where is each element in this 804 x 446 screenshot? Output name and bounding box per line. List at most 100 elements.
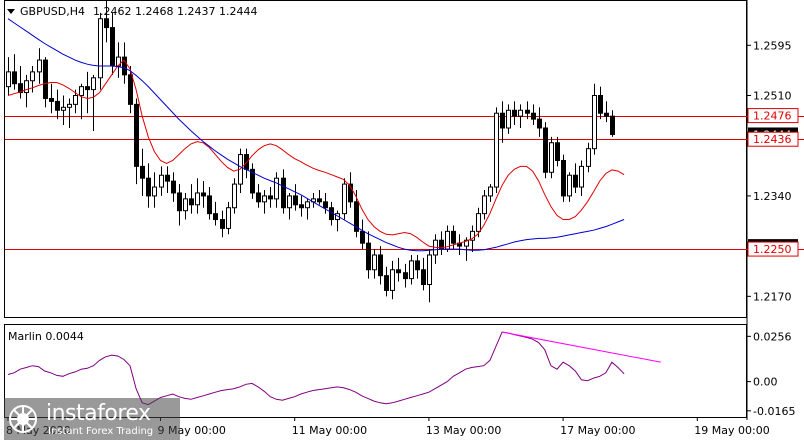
candle [592, 83, 597, 155]
instaforex-logo: instaforex Instant Forex Trading [4, 398, 180, 440]
candle [342, 178, 347, 220]
candle [543, 122, 548, 179]
time-axis-label: 17 May 00:00 [560, 424, 635, 437]
candle [122, 42, 127, 84]
candle [49, 83, 54, 114]
price-tag-label: 1.2476 [753, 110, 792, 123]
price-tick-label: 1.2595 [753, 39, 792, 52]
price-tick-label: 1.2170 [753, 290, 792, 303]
candle [299, 195, 304, 217]
candle [61, 95, 66, 126]
candle [500, 101, 505, 143]
candle [360, 219, 365, 250]
indicator-tick-label: -0.0165 [753, 405, 795, 418]
candle [415, 254, 420, 279]
candle [323, 192, 328, 214]
price-tag-label: 1.2250 [753, 243, 792, 256]
candle [6, 57, 11, 96]
indicator-tick-label: 0.0256 [753, 330, 792, 343]
candle [232, 178, 237, 214]
candle [427, 249, 432, 303]
candle [262, 190, 267, 214]
logo-tagline: Instant Forex Trading [48, 426, 154, 437]
candle [366, 231, 371, 279]
candle [598, 86, 603, 120]
candle [274, 172, 279, 208]
candle [159, 166, 164, 196]
candle [73, 89, 78, 114]
candle [531, 104, 536, 126]
indicator-tick-label: 0.00 [753, 376, 778, 389]
symbol-label: GBPUSD,H4 [20, 5, 85, 18]
candle [390, 260, 395, 300]
candle [207, 187, 212, 220]
candle [378, 246, 383, 285]
candle [256, 184, 261, 208]
candle [98, 12, 103, 90]
candle [165, 166, 170, 193]
candle [12, 54, 17, 90]
candle [213, 201, 218, 226]
candle [494, 107, 499, 193]
candle [146, 163, 151, 208]
candle [79, 83, 84, 120]
candle [567, 172, 572, 202]
ohlc-open: 1.2462 [93, 5, 132, 18]
candle [140, 148, 145, 196]
symbol-dropdown-icon[interactable] [7, 9, 15, 14]
ohlc-high: 1.2468 [135, 5, 174, 18]
candle [104, 1, 109, 43]
candle [85, 71, 90, 114]
candle [518, 104, 523, 128]
candle [384, 266, 389, 297]
candle [573, 163, 578, 193]
ohlc-low: 1.2437 [177, 5, 216, 18]
candle [555, 136, 560, 167]
candle [24, 74, 29, 108]
price-tag [747, 108, 799, 124]
candle [403, 263, 408, 288]
time-axis-label: 19 May 00:00 [694, 424, 769, 437]
indicator-label: Marlin 0.0044 [8, 330, 84, 343]
candle [525, 101, 530, 120]
candle [579, 160, 584, 196]
candle [183, 192, 188, 220]
candle [512, 101, 517, 126]
candle [250, 163, 255, 199]
price-tag [747, 131, 799, 147]
candle [18, 65, 23, 99]
candle [348, 172, 353, 208]
logo-name: instaforex [46, 401, 151, 426]
time-axis-label: 13 May 00:00 [426, 424, 501, 437]
candle [201, 181, 206, 208]
candle [195, 178, 200, 214]
candle [67, 98, 72, 128]
time-axis-label: 11 May 00:00 [292, 424, 367, 437]
red-moving-average [7, 59, 625, 249]
price-tick-label: 1.2510 [753, 90, 792, 103]
candle [409, 254, 414, 285]
candle [421, 257, 426, 291]
candle [281, 169, 286, 214]
ohlc-close: 1.2444 [219, 5, 258, 18]
candle [268, 187, 273, 208]
candle [134, 98, 139, 185]
candle [488, 184, 493, 202]
price-tag-label: 1.2436 [753, 133, 792, 146]
candle [152, 172, 157, 208]
blue-moving-average [7, 18, 625, 252]
candle [189, 184, 194, 214]
candle [171, 172, 176, 202]
candle [55, 89, 60, 120]
candle [317, 190, 322, 205]
price-tick-label: 1.2340 [753, 190, 792, 203]
divergence-line[interactable] [502, 331, 661, 363]
candle [372, 249, 377, 279]
candle [610, 110, 615, 137]
candle [482, 190, 487, 220]
candle [305, 198, 310, 220]
candle [287, 192, 292, 220]
price-tag [747, 241, 799, 257]
